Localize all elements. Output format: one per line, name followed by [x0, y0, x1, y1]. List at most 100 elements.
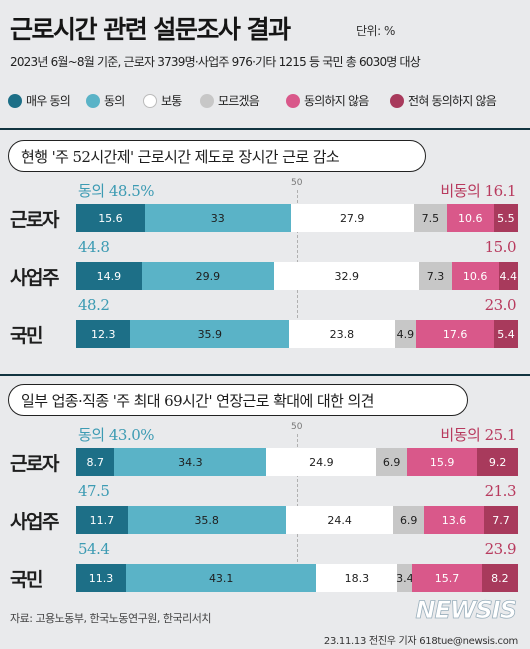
- segment-value-label: 10.6: [458, 211, 483, 225]
- segment-value-label: 15.7: [434, 571, 460, 585]
- disagree-total-label: 15.0: [484, 238, 517, 256]
- legend: 매우 동의 동의 보통 모르겠음 동의하지 않음 전혀 동의하지 않음: [8, 92, 528, 114]
- segment-value-label: 33: [210, 211, 225, 225]
- stacked-bar: 11.7 35.8 24.4 6.9 13.6 7.7: [76, 506, 518, 534]
- legend-label: 모르겠음: [218, 94, 260, 108]
- bar-segment: 14.9: [76, 262, 142, 290]
- credit-line: 23.11.13 전진우 기자 618tue@newsis.com: [323, 636, 518, 647]
- bar-segment: 34.3: [114, 448, 267, 476]
- bar-segment: 13.6: [423, 506, 484, 534]
- stacked-bar: 15.6 33 27.9 7.5 10.6 5.5: [76, 204, 518, 232]
- subtitle: 2023년 6월~8월 기준, 근로자 3739명·사업주 976·기타 121…: [10, 55, 421, 69]
- segment-value-label: 24.9: [309, 455, 334, 469]
- disagree-total-label: 23.0: [484, 296, 517, 314]
- stacked-bar: 14.9 29.9 32.9 7.3 10.6 4.4: [76, 262, 518, 290]
- bar-segment: 11.7: [76, 506, 128, 534]
- bar-segment: 23.8: [289, 320, 395, 348]
- legend-label: 동의하지 않음: [304, 94, 369, 108]
- section-divider: [0, 374, 530, 376]
- segment-value-label: 7.5: [421, 211, 440, 225]
- row-label: 근로자: [10, 453, 59, 475]
- stacked-bar: 8.7 34.3 24.9 6.9 15.9 9.2: [76, 448, 518, 476]
- bar-segment: 15.9: [406, 448, 478, 476]
- legend-label: 보통: [161, 94, 182, 108]
- segment-value-label: 3.4: [396, 571, 414, 585]
- legend-label: 전혀 동의하지 않음: [408, 94, 497, 108]
- stacked-bar: 12.3 35.9 23.8 4.9 17.6 5.4: [76, 320, 518, 348]
- legend-swatch: [8, 93, 22, 108]
- question-box-2: 일부 업종·직종 '주 최대 69시간' 연장근로 확대에 대한 의견: [8, 384, 468, 416]
- question-box-1: 현행 '주 52시간제' 근로시간 제도로 장시간 근로 감소: [8, 140, 426, 172]
- segment-value-label: 35.9: [197, 327, 223, 341]
- legend-swatch: [143, 93, 157, 108]
- row-label: 사업주: [10, 267, 59, 289]
- agree-total-label: 54.4: [78, 540, 110, 558]
- segment-value-label: 35.8: [194, 513, 219, 527]
- segment-value-label: 15.9: [429, 455, 455, 469]
- stacked-bar: 11.3 43.1 18.3 3.4 15.7 8.2: [76, 564, 518, 592]
- agree-total-label: 동의 48.5%: [78, 182, 155, 200]
- segment-value-label: 6.9: [382, 455, 401, 469]
- segment-value-label: 24.4: [327, 513, 352, 527]
- legend-item: 전혀 동의하지 않음: [390, 92, 497, 109]
- bar-segment: 35.9: [130, 320, 290, 348]
- disagree-total-label: 23.9: [484, 540, 517, 558]
- legend-label: 동의: [104, 94, 125, 108]
- bar-segment: 5.5: [493, 204, 518, 232]
- row-label: 근로자: [10, 209, 59, 231]
- bar-segment: 12.3: [76, 320, 131, 348]
- disagree-total-label: 비동의 25.1: [440, 426, 516, 444]
- segment-value-label: 8.2: [491, 571, 509, 585]
- bar-segment: 9.2: [477, 448, 518, 476]
- segment-value-label: 7.7: [492, 513, 510, 527]
- newsis-logo: NEWSIS: [415, 596, 517, 625]
- legend-swatch: [390, 93, 404, 108]
- bar-segment: 24.9: [266, 448, 377, 476]
- segment-value-label: 11.3: [88, 571, 114, 585]
- agree-total-label: 48.2: [78, 296, 110, 314]
- bar-segment: 18.3: [316, 564, 398, 592]
- segment-value-label: 27.9: [339, 211, 365, 225]
- agree-total-label: 47.5: [78, 482, 110, 500]
- source-note: 자료: 고용노동부, 한국노동연구원, 한국리서치: [10, 612, 211, 625]
- segment-value-label: 12.3: [90, 327, 116, 341]
- segment-value-label: 32.9: [334, 269, 359, 283]
- bar-segment: 3.4: [396, 564, 414, 592]
- segment-value-label: 23.8: [329, 327, 355, 341]
- bar-segment: 4.4: [498, 262, 518, 290]
- bar-segment: 4.9: [394, 320, 417, 348]
- segment-value-label: 18.3: [344, 571, 370, 585]
- bar-segment: 8.7: [76, 448, 115, 476]
- row-label: 사업주: [10, 511, 59, 533]
- bar-segment: 7.5: [413, 204, 447, 232]
- bar-segment: 10.6: [451, 262, 499, 290]
- row-label: 국민: [10, 569, 43, 591]
- disagree-total-label: 비동의 16.1: [440, 182, 516, 200]
- bar-segment: 15.6: [76, 204, 145, 232]
- legend-item: 모르겠음: [200, 92, 260, 109]
- segment-value-label: 13.6: [441, 513, 467, 527]
- segment-value-label: 11.7: [89, 513, 115, 527]
- legend-item: 동의하지 않음: [286, 92, 369, 109]
- segment-value-label: 10.6: [462, 269, 488, 283]
- bar-segment: 6.9: [393, 506, 424, 534]
- segment-value-label: 43.1: [208, 571, 234, 585]
- segment-value-label: 7.3: [426, 269, 445, 283]
- bar-segment: 43.1: [125, 564, 317, 592]
- segment-value-label: 8.7: [86, 455, 104, 469]
- bar-segment: 7.3: [419, 262, 452, 290]
- segment-value-label: 15.6: [98, 211, 123, 225]
- agree-total-label: 동의 43.0%: [78, 426, 155, 444]
- legend-item: 보통: [143, 92, 182, 109]
- segment-value-label: 29.9: [195, 269, 221, 283]
- bar-segment: 32.9: [274, 262, 420, 290]
- legend-swatch: [200, 93, 214, 108]
- segment-value-label: 4.4: [499, 269, 518, 283]
- disagree-total-label: 21.3: [484, 482, 517, 500]
- bar-segment: 6.9: [376, 448, 407, 476]
- legend-swatch: [286, 93, 300, 108]
- bar-segment: 8.2: [481, 564, 518, 592]
- bar-segment: 15.7: [412, 564, 482, 592]
- legend-item: 동의: [86, 92, 125, 109]
- midpoint-label: 50: [291, 178, 303, 188]
